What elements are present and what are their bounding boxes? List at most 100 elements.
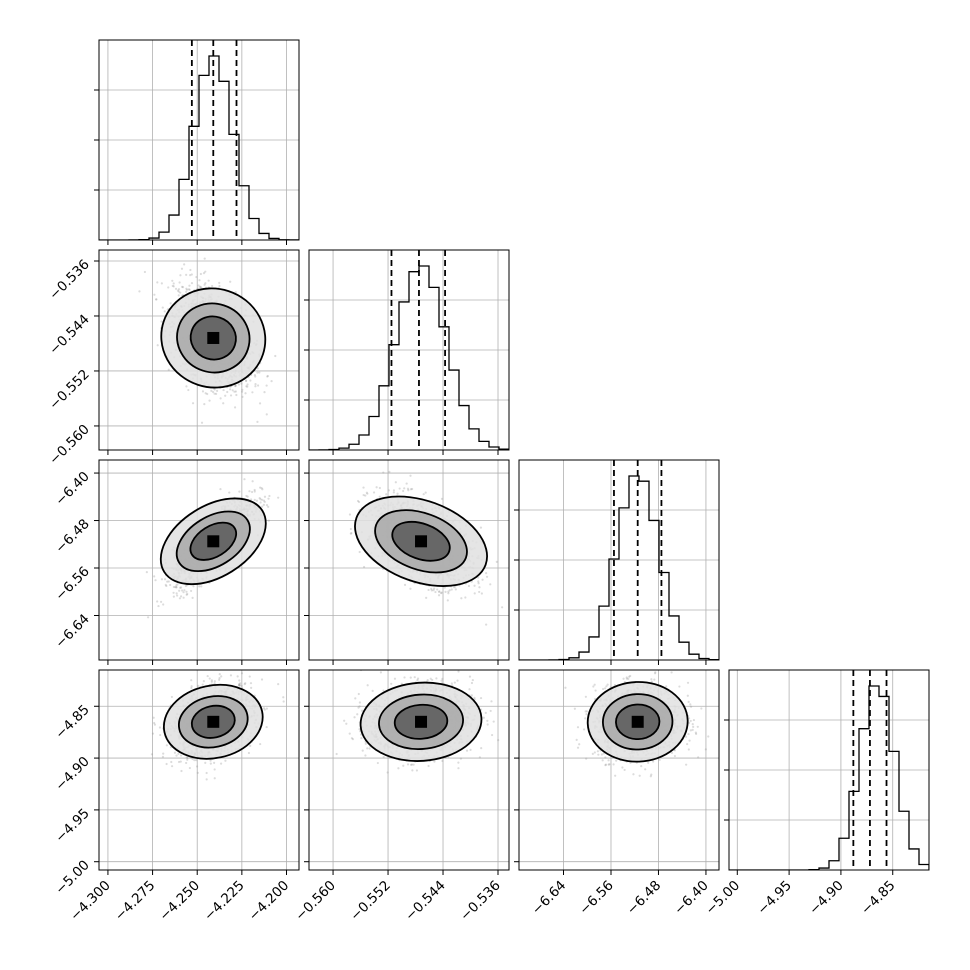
scatter-point: [167, 286, 170, 289]
scatter-point: [191, 596, 194, 600]
scatter-point: [364, 494, 367, 497]
panel-2-2: [514, 459, 720, 665]
scatter-point: [177, 290, 180, 293]
scatter-point: [267, 497, 270, 500]
scatter-point: [172, 285, 175, 288]
scatter-point: [430, 587, 433, 590]
scatter-point: [169, 583, 172, 587]
histogram-line: [99, 55, 299, 240]
scatter-point: [181, 286, 185, 289]
scatter-point: [204, 270, 207, 273]
scatter-point: [434, 590, 437, 594]
scatter-point: [437, 590, 441, 593]
scatter-point: [258, 496, 261, 500]
scatter-point: [477, 580, 480, 583]
scatter-point: [179, 586, 183, 589]
scatter-point: [253, 490, 256, 493]
scatter-point: [234, 384, 237, 387]
scatter-point: [234, 291, 237, 294]
scatter-point: [206, 392, 209, 396]
scatter-point: [453, 586, 456, 589]
scatter-point: [382, 471, 385, 474]
scatter-point: [205, 778, 208, 781]
scatter-point: [349, 527, 352, 531]
scatter-point: [160, 320, 163, 323]
scatter-point: [248, 675, 251, 678]
scatter-point: [174, 287, 178, 290]
scatter-point: [489, 583, 492, 586]
scatter-point: [460, 597, 463, 600]
scatter-point: [157, 604, 160, 608]
scatter-point: [387, 489, 390, 492]
scatter-point: [207, 279, 210, 282]
panel-1-1: [304, 249, 510, 455]
scatter-point: [167, 368, 170, 371]
scatter-point: [254, 375, 257, 378]
scatter-point: [437, 594, 441, 597]
density-peak: [207, 535, 220, 548]
scatter-point: [153, 721, 156, 725]
scatter-point: [388, 470, 391, 473]
scatter-point: [195, 759, 198, 762]
scatter-point: [427, 588, 430, 592]
scatter-point: [218, 677, 221, 680]
scatter-point: [249, 379, 252, 382]
scatter-point: [179, 274, 182, 277]
scatter-point: [190, 679, 193, 682]
scatter-point: [175, 585, 178, 589]
scatter-point: [196, 771, 199, 774]
scatter-point: [411, 487, 414, 491]
scatter-point: [172, 591, 175, 594]
scatter-point: [454, 588, 457, 591]
histogram-line: [519, 475, 719, 660]
scatter-point: [213, 388, 216, 391]
scatter-point: [206, 674, 209, 678]
scatter-point: [254, 385, 257, 388]
scatter-point: [166, 580, 169, 583]
scatter-point: [436, 588, 439, 591]
scatter-point: [191, 402, 195, 405]
scatter-point: [172, 585, 175, 589]
scatter-point: [229, 280, 232, 283]
scatter-point: [409, 488, 413, 491]
scatter-point: [246, 495, 249, 498]
scatter-point: [396, 492, 399, 495]
scatter-point: [218, 281, 221, 284]
scatter-point: [261, 505, 264, 508]
scatter-point: [244, 682, 247, 685]
scatter-point: [348, 513, 352, 516]
scatter-point: [176, 289, 180, 292]
scatter-point: [268, 494, 271, 498]
scatter-point: [203, 257, 206, 260]
scatter-point: [263, 500, 266, 503]
scatter-point: [501, 606, 504, 609]
scatter-point: [190, 273, 193, 276]
scatter-point: [175, 584, 178, 587]
scatter-point: [231, 389, 234, 392]
scatter-point: [153, 575, 156, 578]
scatter-point: [240, 390, 244, 393]
scatter-point: [409, 587, 412, 590]
scatter-point: [233, 390, 236, 393]
y-tick-label: −0.560: [46, 421, 93, 468]
panel-frame: [98, 249, 300, 451]
scatter-point: [222, 388, 225, 392]
scatter-point: [219, 762, 223, 765]
scatter-point: [259, 486, 262, 489]
y-tick-label: −6.64: [52, 611, 93, 652]
scatter-point: [253, 498, 256, 502]
scatter-point: [154, 579, 157, 582]
scatter-point: [243, 682, 246, 686]
scatter-point: [260, 487, 263, 490]
scatter-point: [161, 306, 164, 309]
panel-frame: [98, 459, 300, 661]
scatter-point: [432, 589, 435, 592]
scatter-point: [229, 394, 233, 397]
scatter-point: [477, 582, 480, 585]
scatter-point: [184, 584, 187, 588]
scatter-point: [265, 503, 269, 507]
scatter-point: [398, 487, 401, 490]
scatter-point: [358, 550, 361, 554]
density-peak: [207, 331, 220, 344]
scatter-point: [394, 481, 397, 484]
